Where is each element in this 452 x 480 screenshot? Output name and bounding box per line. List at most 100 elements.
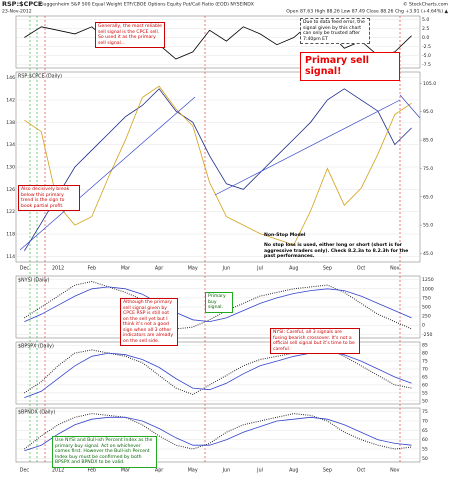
panel-frame xyxy=(15,407,421,463)
series-line xyxy=(24,347,412,396)
x-tick-label: Apr xyxy=(155,266,163,272)
y-tick-label: -7.5 xyxy=(422,62,431,68)
x-tick-label: Nov xyxy=(390,266,400,272)
trend-line xyxy=(19,96,196,251)
panel-label: RSP:$CPCE (Daily) xyxy=(18,74,62,80)
y2-tick-label: 75.0 xyxy=(423,166,433,172)
annotation: NYSI: Careful, all 3 signals are fusing … xyxy=(270,328,360,354)
y-tick-label: 114 xyxy=(6,254,15,260)
y-tick-label: 1250 xyxy=(422,277,434,283)
quote: Open 87.63 High 88.26 Low 87.49 Close 88… xyxy=(286,9,448,15)
x-tick-label: Apr xyxy=(155,468,163,474)
y2-tick-label: 55.0 xyxy=(423,223,433,229)
y-tick-label: 126 xyxy=(6,187,15,193)
series-line xyxy=(24,22,412,60)
y-tick-label: 750 xyxy=(422,295,431,301)
y-tick-label: 60 xyxy=(422,382,428,388)
x-tick-label: Feb xyxy=(88,266,97,272)
y-tick-label: 60 xyxy=(422,437,428,443)
y-tick-label: 138 xyxy=(6,120,15,126)
y-tick-label: 75 xyxy=(422,359,428,365)
y2-tick-label: 105.0 xyxy=(423,81,436,87)
y-tick-label: 55 xyxy=(422,390,428,396)
chart-subtitle: Guggenheim S&P 500 Equal Weight ETF/CBOE… xyxy=(40,2,254,8)
source: © StockCharts.com xyxy=(403,1,449,8)
annotation: Due to data feed error, the signal given… xyxy=(300,18,370,44)
y-tick-label: -2.5 xyxy=(422,44,431,50)
series-line xyxy=(24,416,412,452)
x-tick-label: Jun xyxy=(222,266,231,272)
panel-frame xyxy=(15,15,421,69)
trend-line xyxy=(214,99,401,196)
y-tick-label: 55 xyxy=(422,446,428,452)
y-tick-label: -5.0 xyxy=(422,53,431,59)
y-tick-label: 0 xyxy=(422,323,425,329)
y-tick-label: 146 xyxy=(6,75,15,81)
annotation: No stop loss is used, either long or sho… xyxy=(264,243,409,259)
series-line xyxy=(24,280,412,330)
date: 23-Nov-2012 xyxy=(2,9,32,15)
panel-label: $NYSI (Daily) xyxy=(18,278,50,284)
x-tick-label: Mar xyxy=(121,468,130,474)
y-tick-label: 1000 xyxy=(422,286,434,292)
y-tick-label: 250 xyxy=(422,314,431,320)
x-tick-label: Jun xyxy=(222,468,231,474)
y-tick-label: 118 xyxy=(6,232,15,238)
trend-line xyxy=(399,94,421,119)
annotation: Generally, the most reliable sell signal… xyxy=(95,22,165,48)
y-tick-label: 70 xyxy=(422,367,428,373)
x-tick-label: May xyxy=(188,266,198,272)
y-tick-label: 122 xyxy=(6,209,15,215)
series-line xyxy=(24,351,412,398)
y-tick-label: 0.0 xyxy=(422,35,429,41)
chart-title: RSP:$CPCE xyxy=(2,0,42,8)
annotation: Non-Stop Model xyxy=(264,233,306,238)
panel-frame xyxy=(15,341,421,405)
y-tick-label: 85 xyxy=(422,343,428,349)
x-tick-label: Dec xyxy=(20,468,30,474)
x-tick-label: Jul xyxy=(256,468,263,474)
series-line xyxy=(24,413,412,450)
y-tick-label: 65 xyxy=(422,428,428,434)
y2-tick-label: 85.0 xyxy=(423,138,433,144)
series-line xyxy=(24,286,412,323)
y-tick-label: 142 xyxy=(6,97,15,103)
x-tick-label: Dec xyxy=(20,266,30,272)
y-tick-label: -250 xyxy=(422,332,433,338)
y-tick-label: 500 xyxy=(422,305,431,311)
x-tick-label: Mar xyxy=(121,266,130,272)
x-tick-label: 2012 xyxy=(52,266,64,272)
y-tick-label: 75 xyxy=(422,409,428,415)
annotation: Primary sell signal! xyxy=(300,52,400,81)
y-tick-label: 130 xyxy=(6,165,15,171)
series-line xyxy=(24,88,412,252)
y-tick-label: 5.0 xyxy=(422,17,429,23)
panel-label: $BPSPX (Daily) xyxy=(18,344,54,350)
x-tick-label: Oct xyxy=(357,468,365,474)
y-tick-label: 50 xyxy=(422,456,428,462)
x-tick-label: Feb xyxy=(88,468,97,474)
y-tick-label: 50 xyxy=(422,398,428,404)
x-tick-label: Nov xyxy=(390,468,400,474)
y2-tick-label: 95.0 xyxy=(423,109,433,115)
y-tick-label: 65 xyxy=(422,374,428,380)
annotation: Use NYSI and Bull-ish Percent Index as t… xyxy=(52,436,157,468)
x-tick-label: Oct xyxy=(357,266,365,272)
x-tick-label: Jul xyxy=(256,266,263,272)
x-tick-label: Aug xyxy=(289,266,298,272)
y2-tick-label: 65.0 xyxy=(423,194,433,200)
y-tick-label: 80 xyxy=(422,351,428,357)
x-tick-label: 2012 xyxy=(52,468,64,474)
y-tick-label: 70 xyxy=(422,419,428,425)
y-tick-label: 134 xyxy=(6,142,15,148)
x-tick-label: Aug xyxy=(289,468,298,474)
x-tick-label: Sep xyxy=(323,468,332,474)
annotation: Primary buy signal. xyxy=(205,292,233,313)
x-tick-label: Sep xyxy=(323,266,332,272)
x-tick-label: May xyxy=(188,468,198,474)
annotation: Although the primary sell signal given b… xyxy=(120,298,178,346)
series-line xyxy=(24,85,412,246)
y2-tick-label: 45.0 xyxy=(423,251,433,257)
annotation: Also decisively break below this primary… xyxy=(18,185,80,211)
